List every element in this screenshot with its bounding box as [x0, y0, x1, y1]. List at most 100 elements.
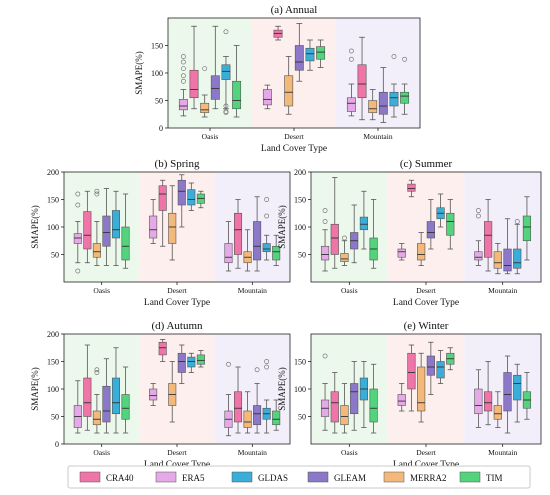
- box-oasis-cra40: [330, 372, 339, 434]
- box-iqr: [503, 372, 512, 412]
- outlier-point: [180, 59, 186, 65]
- legend-frame: [67, 465, 531, 489]
- box-oasis-gldas: [221, 29, 231, 115]
- box-desert-era5: [397, 383, 406, 412]
- chart-panel-3: 50 100 150 200 Oasis Desert Mountain (c) Summer…: [277, 158, 542, 308]
- box-desert-merra2: [284, 56, 294, 115]
- box-iqr: [224, 243, 233, 264]
- box-oasis-era5: [73, 380, 82, 434]
- box-iqr: [210, 75, 220, 100]
- box-iqr: [340, 405, 349, 426]
- outlier-point: [514, 219, 520, 224]
- box-oasis-tim: [121, 366, 130, 434]
- outlier-point: [391, 54, 397, 59]
- box-desert-merra2: [417, 232, 426, 266]
- x-tick-label: Mountain: [238, 448, 267, 457]
- box-iqr: [522, 215, 532, 242]
- box-mountain-gleam: [378, 67, 388, 123]
- box-mountain-gldas: [513, 219, 522, 275]
- box-mountain-merra2: [243, 391, 252, 434]
- x-tick-label: Mountain: [488, 448, 517, 457]
- chart-title: (c) Summer: [400, 158, 453, 170]
- outlier-point: [264, 213, 270, 219]
- box-desert-gleam: [177, 174, 186, 228]
- legend-swatch-era5: [155, 471, 177, 483]
- box-mountain-tim: [272, 234, 281, 266]
- legend-swatch-tim: [459, 471, 481, 483]
- outlier-point: [348, 56, 354, 62]
- outlier-point: [264, 197, 270, 202]
- legend-label-merra2: MERRA2: [410, 473, 447, 483]
- box-iqr: [400, 91, 410, 104]
- box-iqr: [158, 185, 167, 211]
- box-oasis-cra40: [83, 190, 92, 264]
- y-tick-label: 200: [47, 330, 59, 339]
- box-desert-tim: [316, 39, 326, 68]
- y-axis-label: SMAPE(%): [277, 367, 287, 411]
- outlier-point: [75, 202, 81, 208]
- box-iqr: [187, 189, 196, 206]
- box-oasis-era5: [320, 208, 330, 272]
- box-iqr: [149, 215, 158, 239]
- y-tick-label: 50: [298, 251, 306, 260]
- box-iqr: [272, 245, 281, 261]
- box-desert-era5: [262, 84, 272, 110]
- box-iqr: [426, 221, 435, 239]
- box-desert-gleam: [426, 341, 435, 395]
- y-tick-label: 50: [51, 413, 59, 422]
- legend-label-tim: TIM: [486, 473, 503, 483]
- box-oasis-gldas: [111, 190, 121, 266]
- y-tick-label: 100: [47, 223, 59, 232]
- box-mountain-cra40: [233, 366, 243, 434]
- x-tick-label: Desert: [416, 448, 436, 457]
- outlier-point: [402, 56, 407, 62]
- box-oasis-gleam: [350, 361, 359, 431]
- box-iqr: [417, 366, 426, 412]
- box-mountain-gleam: [503, 218, 512, 275]
- box-iqr: [92, 243, 101, 258]
- box-oasis-merra2: [92, 188, 101, 266]
- box-iqr: [513, 374, 522, 401]
- outlier-point: [94, 191, 100, 197]
- box-iqr: [262, 89, 272, 106]
- outlier-point: [254, 367, 260, 373]
- y-tick-label: 150: [47, 196, 59, 205]
- x-tick-label: Desert: [284, 132, 304, 141]
- box-mountain-merra2: [493, 391, 502, 428]
- outlier-point: [223, 103, 229, 109]
- box-iqr: [177, 179, 186, 206]
- box-desert-cra40: [273, 25, 283, 41]
- box-mountain-cra40: [357, 36, 367, 121]
- chart-title: (b) Spring: [155, 158, 200, 170]
- box-desert-tim: [446, 199, 455, 250]
- outlier-point: [223, 109, 229, 114]
- box-oasis-gleam: [210, 25, 220, 110]
- outlier-point: [223, 29, 229, 35]
- y-tick-label: 0: [159, 124, 163, 133]
- box-iqr: [177, 352, 186, 373]
- outlier-point: [322, 219, 328, 224]
- box-iqr: [484, 391, 493, 412]
- x-tick-label: Desert: [416, 286, 436, 295]
- legend-label-cra40: CRA40: [106, 473, 134, 483]
- outlier-point: [180, 54, 186, 59]
- box-mountain-cra40: [484, 361, 493, 426]
- box-oasis-gleam: [102, 188, 111, 266]
- box-iqr: [397, 248, 406, 258]
- chart-title: (e) Winter: [404, 320, 449, 332]
- box-mountain-gleam: [253, 367, 262, 434]
- box-desert-gleam: [426, 199, 435, 250]
- outlier-point: [202, 66, 208, 71]
- chart-panel-4: 0 50 100 150 200 Oasis Desert Mountain (d) Autum…: [30, 320, 291, 470]
- x-axis-label: Land Cover Type: [144, 460, 210, 470]
- box-iqr: [330, 223, 339, 255]
- box-iqr: [121, 394, 130, 420]
- box-oasis-gldas: [359, 361, 368, 428]
- box-desert-era5: [397, 243, 406, 261]
- x-tick-label: Oasis: [93, 448, 110, 457]
- outlier-point: [342, 235, 347, 241]
- outlier-point: [475, 213, 481, 219]
- box-iqr: [446, 212, 455, 236]
- y-tick-label: 150: [151, 42, 163, 51]
- chart-title: (a) Annual: [271, 4, 318, 16]
